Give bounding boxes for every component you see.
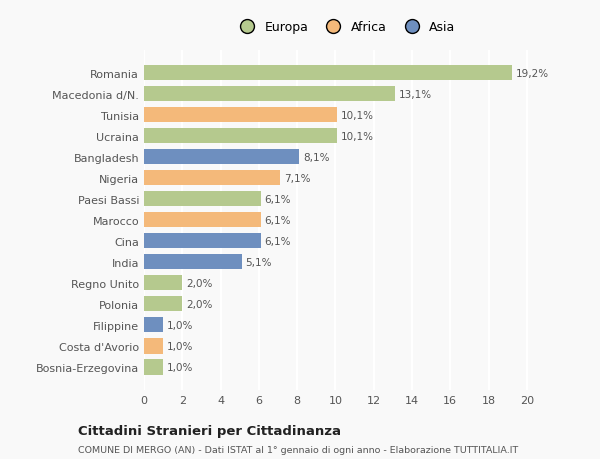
Text: 19,2%: 19,2% bbox=[515, 68, 548, 78]
Bar bbox=[144, 66, 512, 81]
Bar bbox=[144, 297, 182, 312]
Bar bbox=[144, 213, 261, 228]
Text: 10,1%: 10,1% bbox=[341, 111, 374, 120]
Bar bbox=[144, 339, 163, 354]
Bar bbox=[144, 234, 261, 249]
Bar bbox=[144, 276, 182, 291]
Text: Cittadini Stranieri per Cittadinanza: Cittadini Stranieri per Cittadinanza bbox=[78, 424, 341, 437]
Bar bbox=[144, 171, 280, 186]
Text: 10,1%: 10,1% bbox=[341, 131, 374, 141]
Bar bbox=[144, 129, 337, 144]
Text: 1,0%: 1,0% bbox=[167, 362, 193, 372]
Text: 5,1%: 5,1% bbox=[245, 257, 272, 267]
Bar bbox=[144, 192, 261, 207]
Text: 6,1%: 6,1% bbox=[265, 236, 291, 246]
Text: COMUNE DI MERGO (AN) - Dati ISTAT al 1° gennaio di ogni anno - Elaborazione TUTT: COMUNE DI MERGO (AN) - Dati ISTAT al 1° … bbox=[78, 445, 518, 454]
Bar bbox=[144, 255, 242, 270]
Bar bbox=[144, 87, 395, 102]
Text: 13,1%: 13,1% bbox=[398, 90, 432, 100]
Text: 1,0%: 1,0% bbox=[167, 320, 193, 330]
Bar bbox=[144, 150, 299, 165]
Text: 8,1%: 8,1% bbox=[303, 152, 329, 162]
Text: 1,0%: 1,0% bbox=[167, 341, 193, 351]
Text: 2,0%: 2,0% bbox=[186, 299, 212, 309]
Bar bbox=[144, 108, 337, 123]
Text: 6,1%: 6,1% bbox=[265, 215, 291, 225]
Bar bbox=[144, 359, 163, 375]
Text: 7,1%: 7,1% bbox=[284, 174, 310, 183]
Text: 6,1%: 6,1% bbox=[265, 194, 291, 204]
Text: 2,0%: 2,0% bbox=[186, 278, 212, 288]
Bar bbox=[144, 318, 163, 333]
Legend: Europa, Africa, Asia: Europa, Africa, Asia bbox=[229, 16, 461, 39]
